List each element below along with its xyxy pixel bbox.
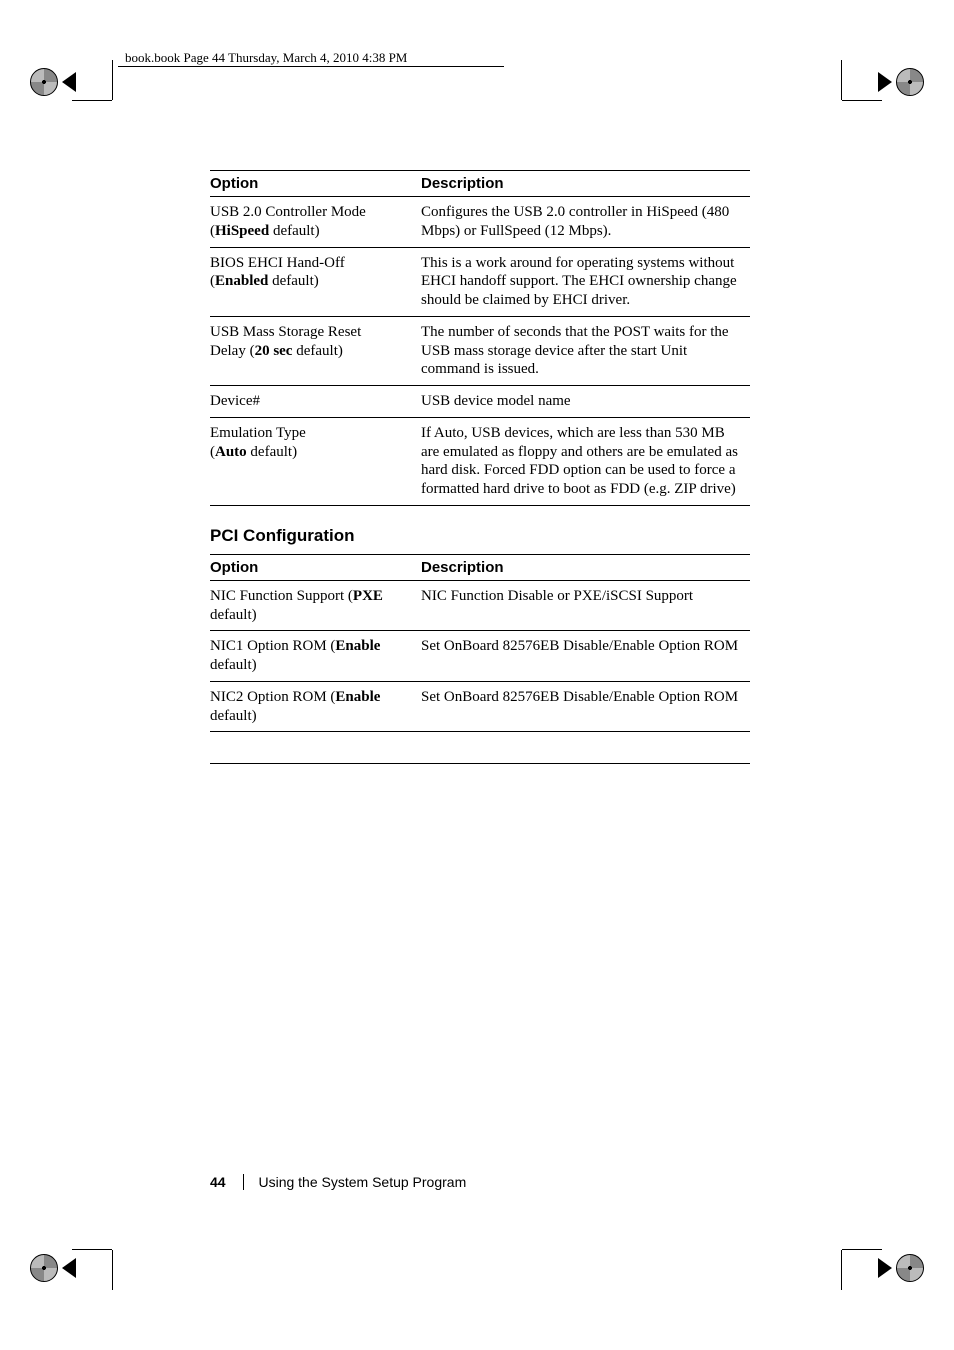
option-cell: BIOS EHCI Hand-Off (Enabled default)	[210, 247, 421, 316]
option-name: BIOS EHCI Hand-Off	[210, 255, 345, 271]
table-row: Device# USB device model name	[210, 386, 750, 418]
running-header: book.book Page 44 Thursday, March 4, 201…	[125, 50, 407, 66]
crop-mark-icon	[842, 100, 882, 101]
crop-mark-icon	[112, 60, 113, 100]
section-title: PCI Configuration	[210, 526, 750, 546]
page-footer: 44 Using the System Setup Program	[210, 1174, 480, 1190]
crop-arrow-icon	[62, 1258, 76, 1278]
footer-section: Using the System Setup Program	[243, 1174, 466, 1190]
crop-arrow-icon	[62, 72, 76, 92]
option-default-post: default)	[269, 223, 319, 239]
option-default-bold: 20 sec	[255, 343, 293, 359]
option-name: Device#	[210, 393, 260, 409]
table-row: Emulation Type (Auto default) If Auto, U…	[210, 417, 750, 505]
col-description-header: Description	[421, 554, 750, 580]
registration-mark-icon	[896, 68, 924, 96]
crop-mark-icon	[72, 1249, 112, 1250]
crop-mark-icon	[112, 1250, 113, 1290]
description-cell: The number of seconds that the POST wait…	[421, 316, 750, 385]
option-default-bold: Enabled	[215, 273, 268, 289]
option-pre: NIC Function Support (	[210, 588, 353, 604]
crop-arrow-icon	[878, 1258, 892, 1278]
page: book.book Page 44 Thursday, March 4, 201…	[0, 0, 954, 1350]
option-cell: Emulation Type (Auto default)	[210, 417, 421, 505]
option-cell: Device#	[210, 386, 421, 418]
option-post: default)	[210, 607, 257, 623]
option-bold: PXE	[353, 588, 383, 604]
option-default-pre: Delay (	[210, 343, 255, 359]
option-cell: USB 2.0 Controller Mode (HiSpeed default…	[210, 197, 421, 248]
description-cell: Configures the USB 2.0 controller in HiS…	[421, 197, 750, 248]
option-cell: NIC1 Option ROM (Enable default)	[210, 631, 421, 682]
table-row: NIC2 Option ROM (Enable default) Set OnB…	[210, 681, 750, 732]
option-cell: NIC2 Option ROM (Enable default)	[210, 681, 421, 732]
crop-mark-icon	[72, 100, 112, 101]
option-bold: Enable	[335, 638, 380, 654]
option-pre: NIC1 Option ROM (	[210, 638, 335, 654]
usb-options-table: Option Description USB 2.0 Controller Mo…	[210, 170, 750, 506]
option-default-post: default)	[292, 343, 342, 359]
option-name: USB 2.0 Controller Mode	[210, 204, 366, 220]
option-cell	[210, 732, 421, 764]
option-pre: NIC2 Option ROM (	[210, 689, 335, 705]
description-cell: NIC Function Disable or PXE/iSCSI Suppor…	[421, 580, 750, 631]
option-name: Emulation Type	[210, 425, 306, 441]
content-area: Option Description USB 2.0 Controller Mo…	[210, 170, 750, 764]
table-row: USB Mass Storage Reset Delay (20 sec def…	[210, 316, 750, 385]
col-option-header: Option	[210, 171, 421, 197]
header-rule	[118, 66, 504, 67]
col-description-header: Description	[421, 171, 750, 197]
table-row: NIC1 Option ROM (Enable default) Set OnB…	[210, 631, 750, 682]
registration-mark-icon	[30, 1254, 58, 1282]
col-option-header: Option	[210, 554, 421, 580]
option-default-post: default)	[247, 444, 297, 460]
registration-mark-icon	[896, 1254, 924, 1282]
description-cell: If Auto, USB devices, which are less tha…	[421, 417, 750, 505]
crop-mark-icon	[841, 1250, 842, 1290]
option-bold: Enable	[335, 689, 380, 705]
table-row: NIC Function Support (PXE default) NIC F…	[210, 580, 750, 631]
registration-mark-icon	[30, 68, 58, 96]
table-row	[210, 732, 750, 764]
description-cell: Set OnBoard 82576EB Disable/Enable Optio…	[421, 631, 750, 682]
option-default-post: default)	[268, 273, 318, 289]
pci-config-table: Option Description NIC Function Support …	[210, 554, 750, 764]
option-name: USB Mass Storage Reset	[210, 324, 361, 340]
description-cell: USB device model name	[421, 386, 750, 418]
page-number: 44	[210, 1174, 226, 1190]
crop-mark-icon	[842, 1249, 882, 1250]
crop-mark-icon	[841, 60, 842, 100]
option-post: default)	[210, 708, 257, 724]
crop-arrow-icon	[878, 72, 892, 92]
description-cell: Set OnBoard 82576EB Disable/Enable Optio…	[421, 681, 750, 732]
option-post: default)	[210, 657, 257, 673]
option-cell: NIC Function Support (PXE default)	[210, 580, 421, 631]
option-cell: USB Mass Storage Reset Delay (20 sec def…	[210, 316, 421, 385]
option-default-bold: HiSpeed	[215, 223, 269, 239]
table-row: USB 2.0 Controller Mode (HiSpeed default…	[210, 197, 750, 248]
option-default-bold: Auto	[215, 444, 247, 460]
description-cell	[421, 732, 750, 764]
table-row: BIOS EHCI Hand-Off (Enabled default) Thi…	[210, 247, 750, 316]
description-cell: This is a work around for operating syst…	[421, 247, 750, 316]
